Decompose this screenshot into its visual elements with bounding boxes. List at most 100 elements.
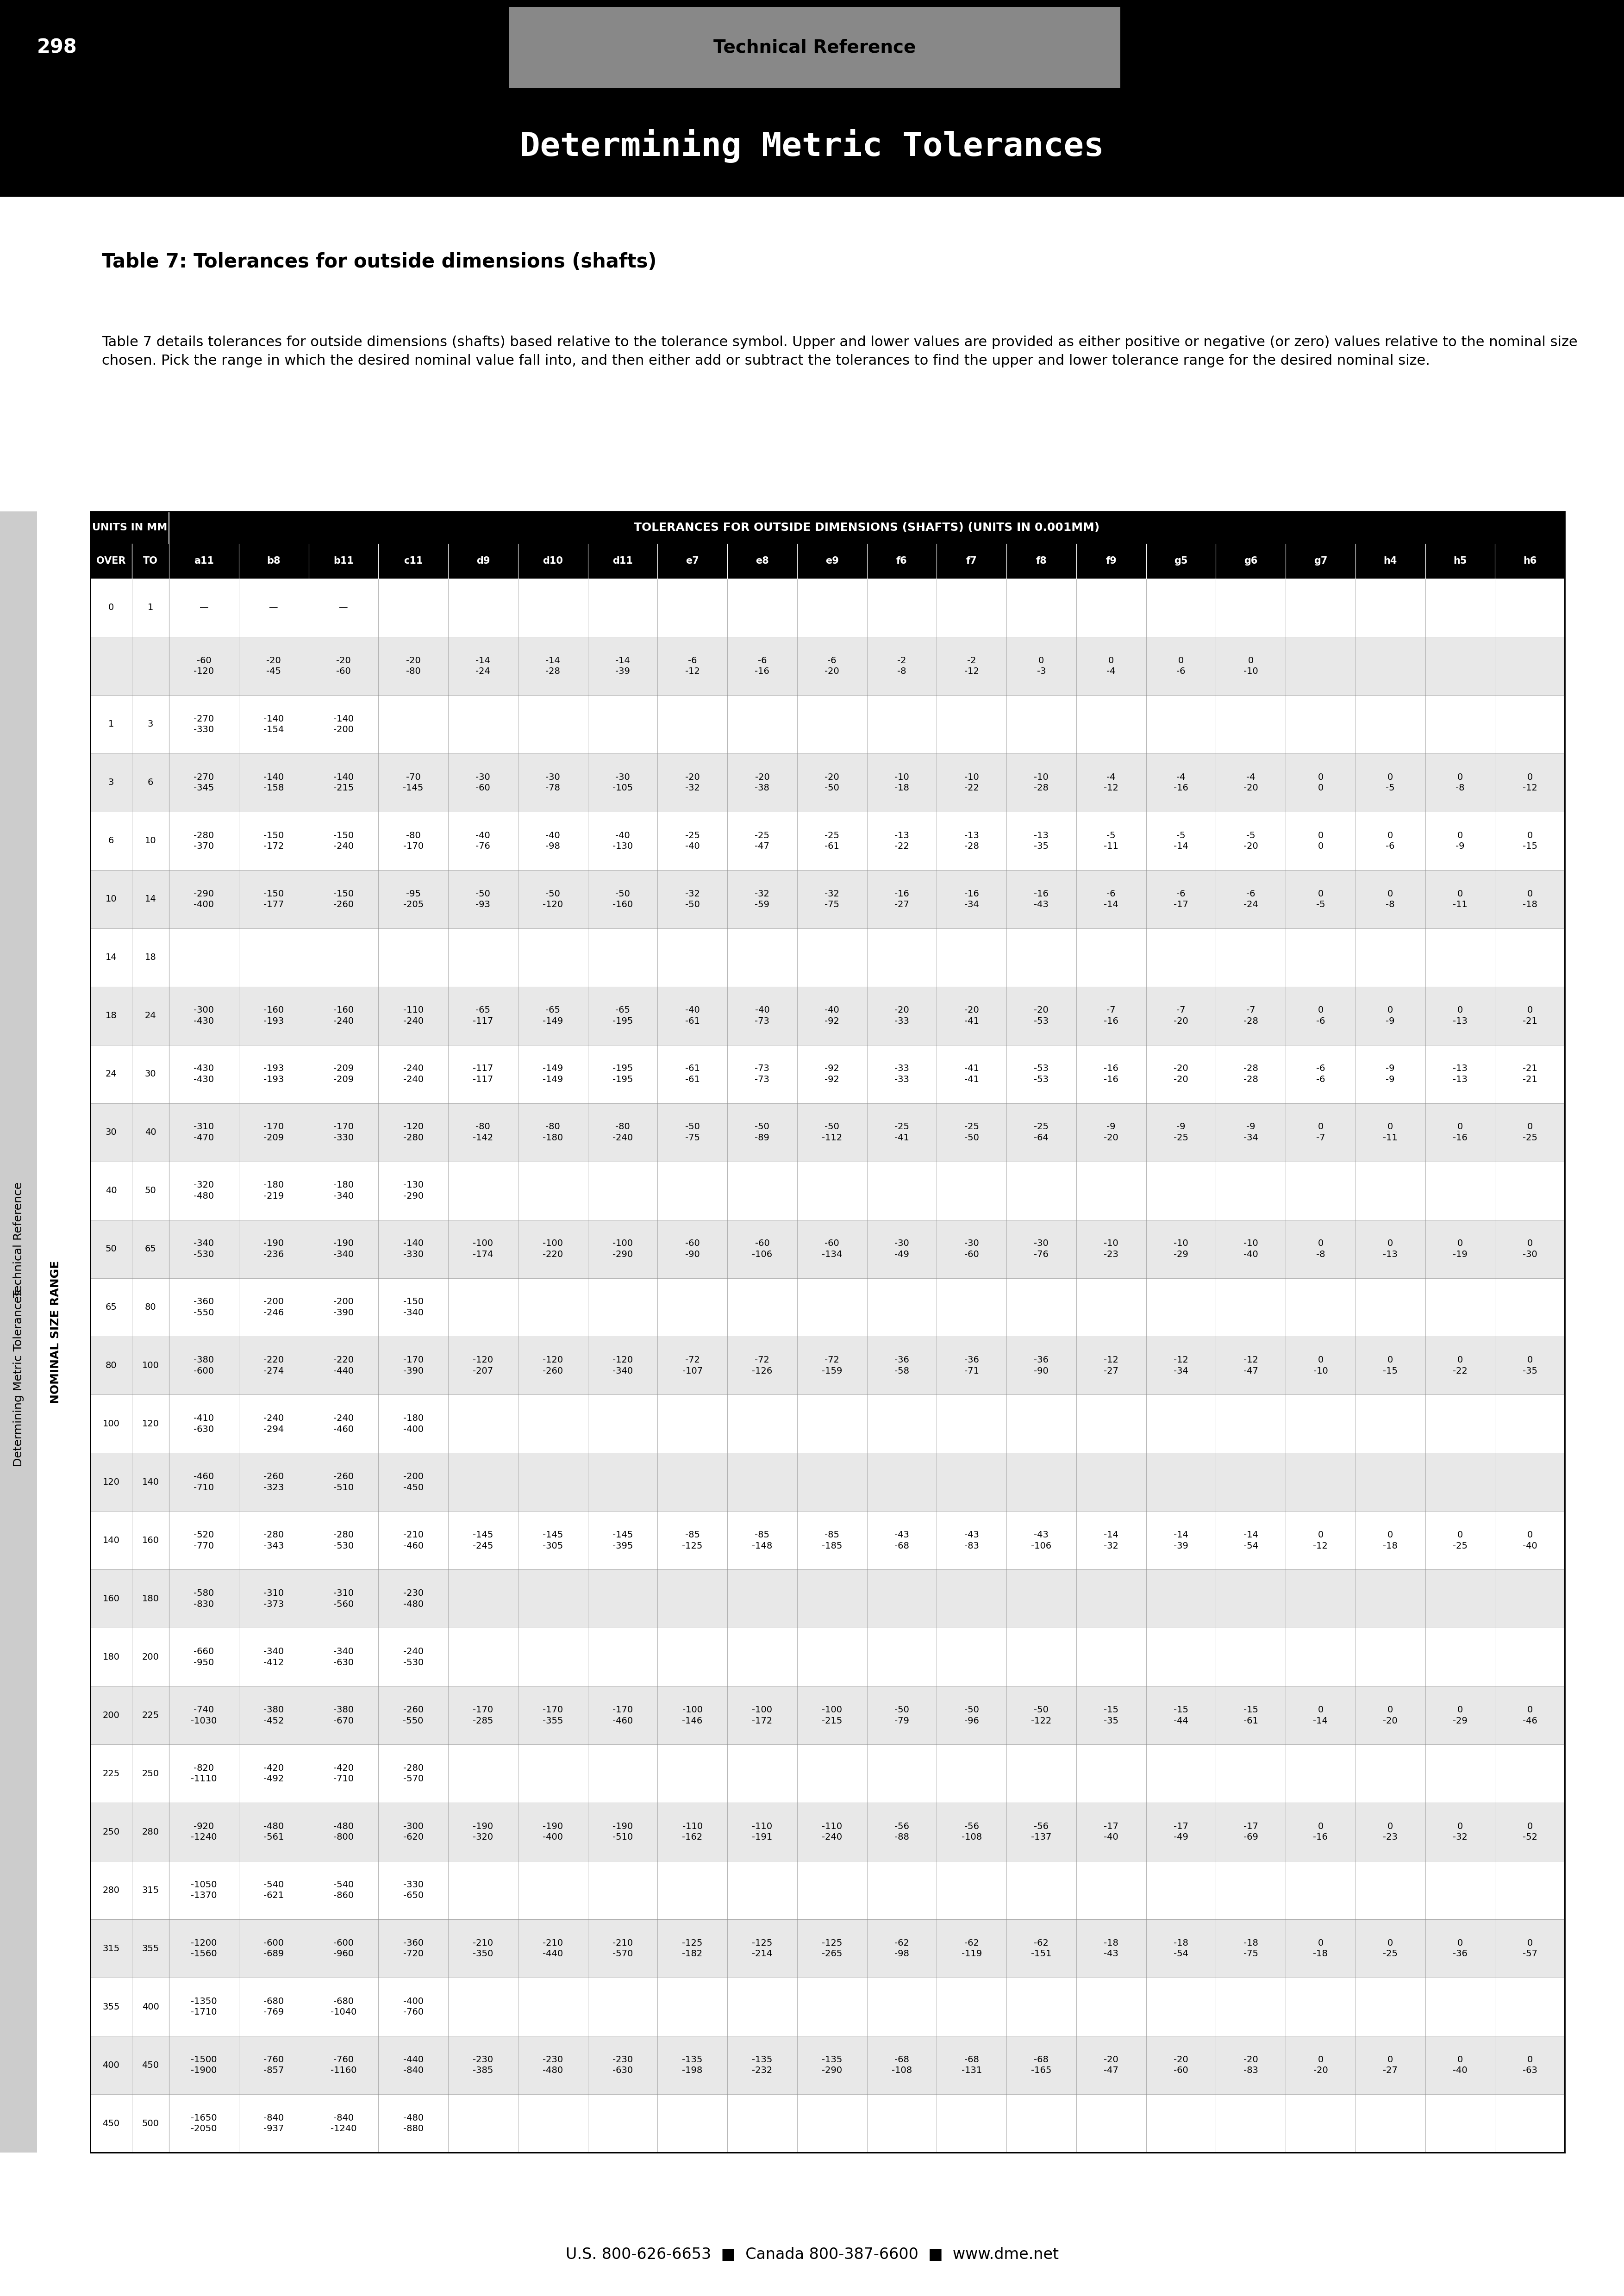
Bar	[91, 1453, 1564, 1511]
Text: -125
-182: -125 -182	[682, 1938, 703, 1958]
Text: 14: 14	[106, 953, 117, 962]
Text: -40
-92: -40 -92	[825, 1006, 840, 1026]
Text: h7: h7	[1593, 556, 1606, 565]
Text: 0
-10: 0 -10	[1314, 1355, 1328, 1375]
Text: 0
-5: 0 -5	[1385, 774, 1395, 792]
Bar	[91, 813, 1564, 870]
Text: -170
-460: -170 -460	[612, 1706, 633, 1724]
Text: f6: f6	[896, 556, 908, 565]
Text: a11: a11	[193, 556, 214, 565]
Text: 50: 50	[106, 1244, 117, 1254]
Text: -15
-35: -15 -35	[1104, 1706, 1119, 1724]
Text: -460
-710: -460 -710	[193, 1472, 214, 1492]
Text: 0
-40: 0 -40	[1523, 1531, 1538, 1550]
Bar	[0, 0, 1624, 94]
Text: -17
-69: -17 -69	[1244, 1823, 1259, 1841]
Text: -170
-330: -170 -330	[333, 1123, 354, 1141]
Text: -1500
-1900: -1500 -1900	[190, 2055, 218, 2076]
Text: -240
-530: -240 -530	[403, 1646, 424, 1667]
Text: -280
-570: -280 -570	[403, 1763, 424, 1784]
Text: -140
-154: -140 -154	[263, 714, 284, 735]
Text: -660
-950: -660 -950	[193, 1646, 214, 1667]
Bar	[91, 512, 1566, 2154]
Text: -12
-27: -12 -27	[1104, 1355, 1119, 1375]
Text: -6
-12: -6 -12	[685, 657, 700, 675]
Text: -193
-193: -193 -193	[263, 1065, 284, 1084]
Text: -10
-22: -10 -22	[965, 774, 979, 792]
Bar	[0, 512, 37, 2154]
Text: c11: c11	[404, 556, 422, 565]
Text: 280: 280	[141, 1828, 159, 1837]
Text: -40
-76: -40 -76	[476, 831, 490, 852]
Text: -14
-39: -14 -39	[615, 657, 630, 675]
Text: 0
-18: 0 -18	[1314, 1938, 1328, 1958]
Text: -43
-68: -43 -68	[895, 1531, 909, 1550]
Text: -13
-13: -13 -13	[1453, 1065, 1468, 1084]
Text: -60
-106: -60 -106	[752, 1240, 773, 1258]
Text: -12
-34: -12 -34	[1174, 1355, 1189, 1375]
Text: 10: 10	[145, 836, 156, 845]
Text: -150
-172: -150 -172	[263, 831, 284, 852]
Text: 0
-6: 0 -6	[1315, 1006, 1325, 1026]
Text: -120
-207: -120 -207	[473, 1355, 494, 1375]
Text: -85
-185: -85 -185	[822, 1531, 843, 1550]
Text: 0
-20: 0 -20	[1314, 2055, 1328, 2076]
Text: -56
-108: -56 -108	[961, 1823, 983, 1841]
Text: -50
-75: -50 -75	[685, 1123, 700, 1141]
Text: Technical Reference: Technical Reference	[713, 39, 916, 55]
Text: f8: f8	[1036, 556, 1047, 565]
Text: 0
-13: 0 -13	[1453, 1006, 1468, 1026]
Bar	[91, 1279, 1564, 1336]
Text: 0
-9: 0 -9	[1385, 1006, 1395, 1026]
Text: -360
-550: -360 -550	[193, 1297, 214, 1318]
Text: -330
-650: -330 -650	[403, 1880, 424, 1901]
Text: -200
-246: -200 -246	[263, 1297, 284, 1318]
Text: -92
-92: -92 -92	[825, 1065, 840, 1084]
Text: -6
-17: -6 -17	[1174, 889, 1189, 909]
Text: 450: 450	[141, 2062, 159, 2069]
Text: —: —	[339, 604, 348, 613]
Text: g5: g5	[1174, 556, 1187, 565]
Text: -62
-119: -62 -119	[961, 1938, 983, 1958]
Text: 0
0: 0 0	[1317, 831, 1324, 852]
Bar	[91, 870, 1564, 928]
Text: 0
-11: 0 -11	[1384, 1123, 1398, 1141]
Bar	[91, 2037, 1564, 2094]
Text: 0
-13: 0 -13	[1384, 1240, 1398, 1258]
Text: -53
-53: -53 -53	[1034, 1065, 1049, 1084]
Text: -50
-122: -50 -122	[1031, 1706, 1052, 1724]
Bar	[91, 1394, 1564, 1453]
Text: -20
-32: -20 -32	[685, 774, 700, 792]
Text: f7: f7	[966, 556, 978, 565]
Text: OVER: OVER	[96, 556, 125, 565]
Text: -1050
-1370: -1050 -1370	[190, 1880, 218, 1901]
Text: -6
-14: -6 -14	[1104, 889, 1119, 909]
Text: -20
-83: -20 -83	[1244, 2055, 1259, 2076]
Text: -5
-14: -5 -14	[1174, 831, 1189, 852]
Text: -12
-47: -12 -47	[1244, 1355, 1259, 1375]
Text: -50
-112: -50 -112	[822, 1123, 843, 1141]
Text: 0
-18: 0 -18	[1384, 1531, 1398, 1550]
Text: 180: 180	[102, 1653, 120, 1662]
Text: -9
-9: -9 -9	[1385, 1065, 1395, 1084]
Text: 0
-32: 0 -32	[1453, 1823, 1468, 1841]
Text: -10
-28: -10 -28	[1034, 774, 1049, 792]
Text: -10
-40: -10 -40	[1244, 1240, 1259, 1258]
Text: -100
-174: -100 -174	[473, 1240, 494, 1258]
Text: 6: 6	[109, 836, 114, 845]
Text: -140
-158: -140 -158	[263, 774, 284, 792]
Text: -580
-830: -580 -830	[193, 1589, 214, 1609]
Text: -150
-240: -150 -240	[333, 831, 354, 852]
Text: 30: 30	[145, 1070, 156, 1079]
Text: 80: 80	[106, 1362, 117, 1371]
Text: 100: 100	[102, 1419, 120, 1428]
Text: -320
-480: -320 -480	[193, 1180, 214, 1201]
Text: -10
-23: -10 -23	[1104, 1240, 1119, 1258]
Text: -600
-960: -600 -960	[333, 1938, 354, 1958]
Text: 0
-16: 0 -16	[1314, 1823, 1328, 1841]
Bar	[91, 1685, 1564, 1745]
Text: -16
-27: -16 -27	[895, 889, 909, 909]
Text: -125
-265: -125 -265	[822, 1938, 843, 1958]
Bar	[91, 1745, 1564, 1802]
Bar	[91, 2094, 1564, 2154]
